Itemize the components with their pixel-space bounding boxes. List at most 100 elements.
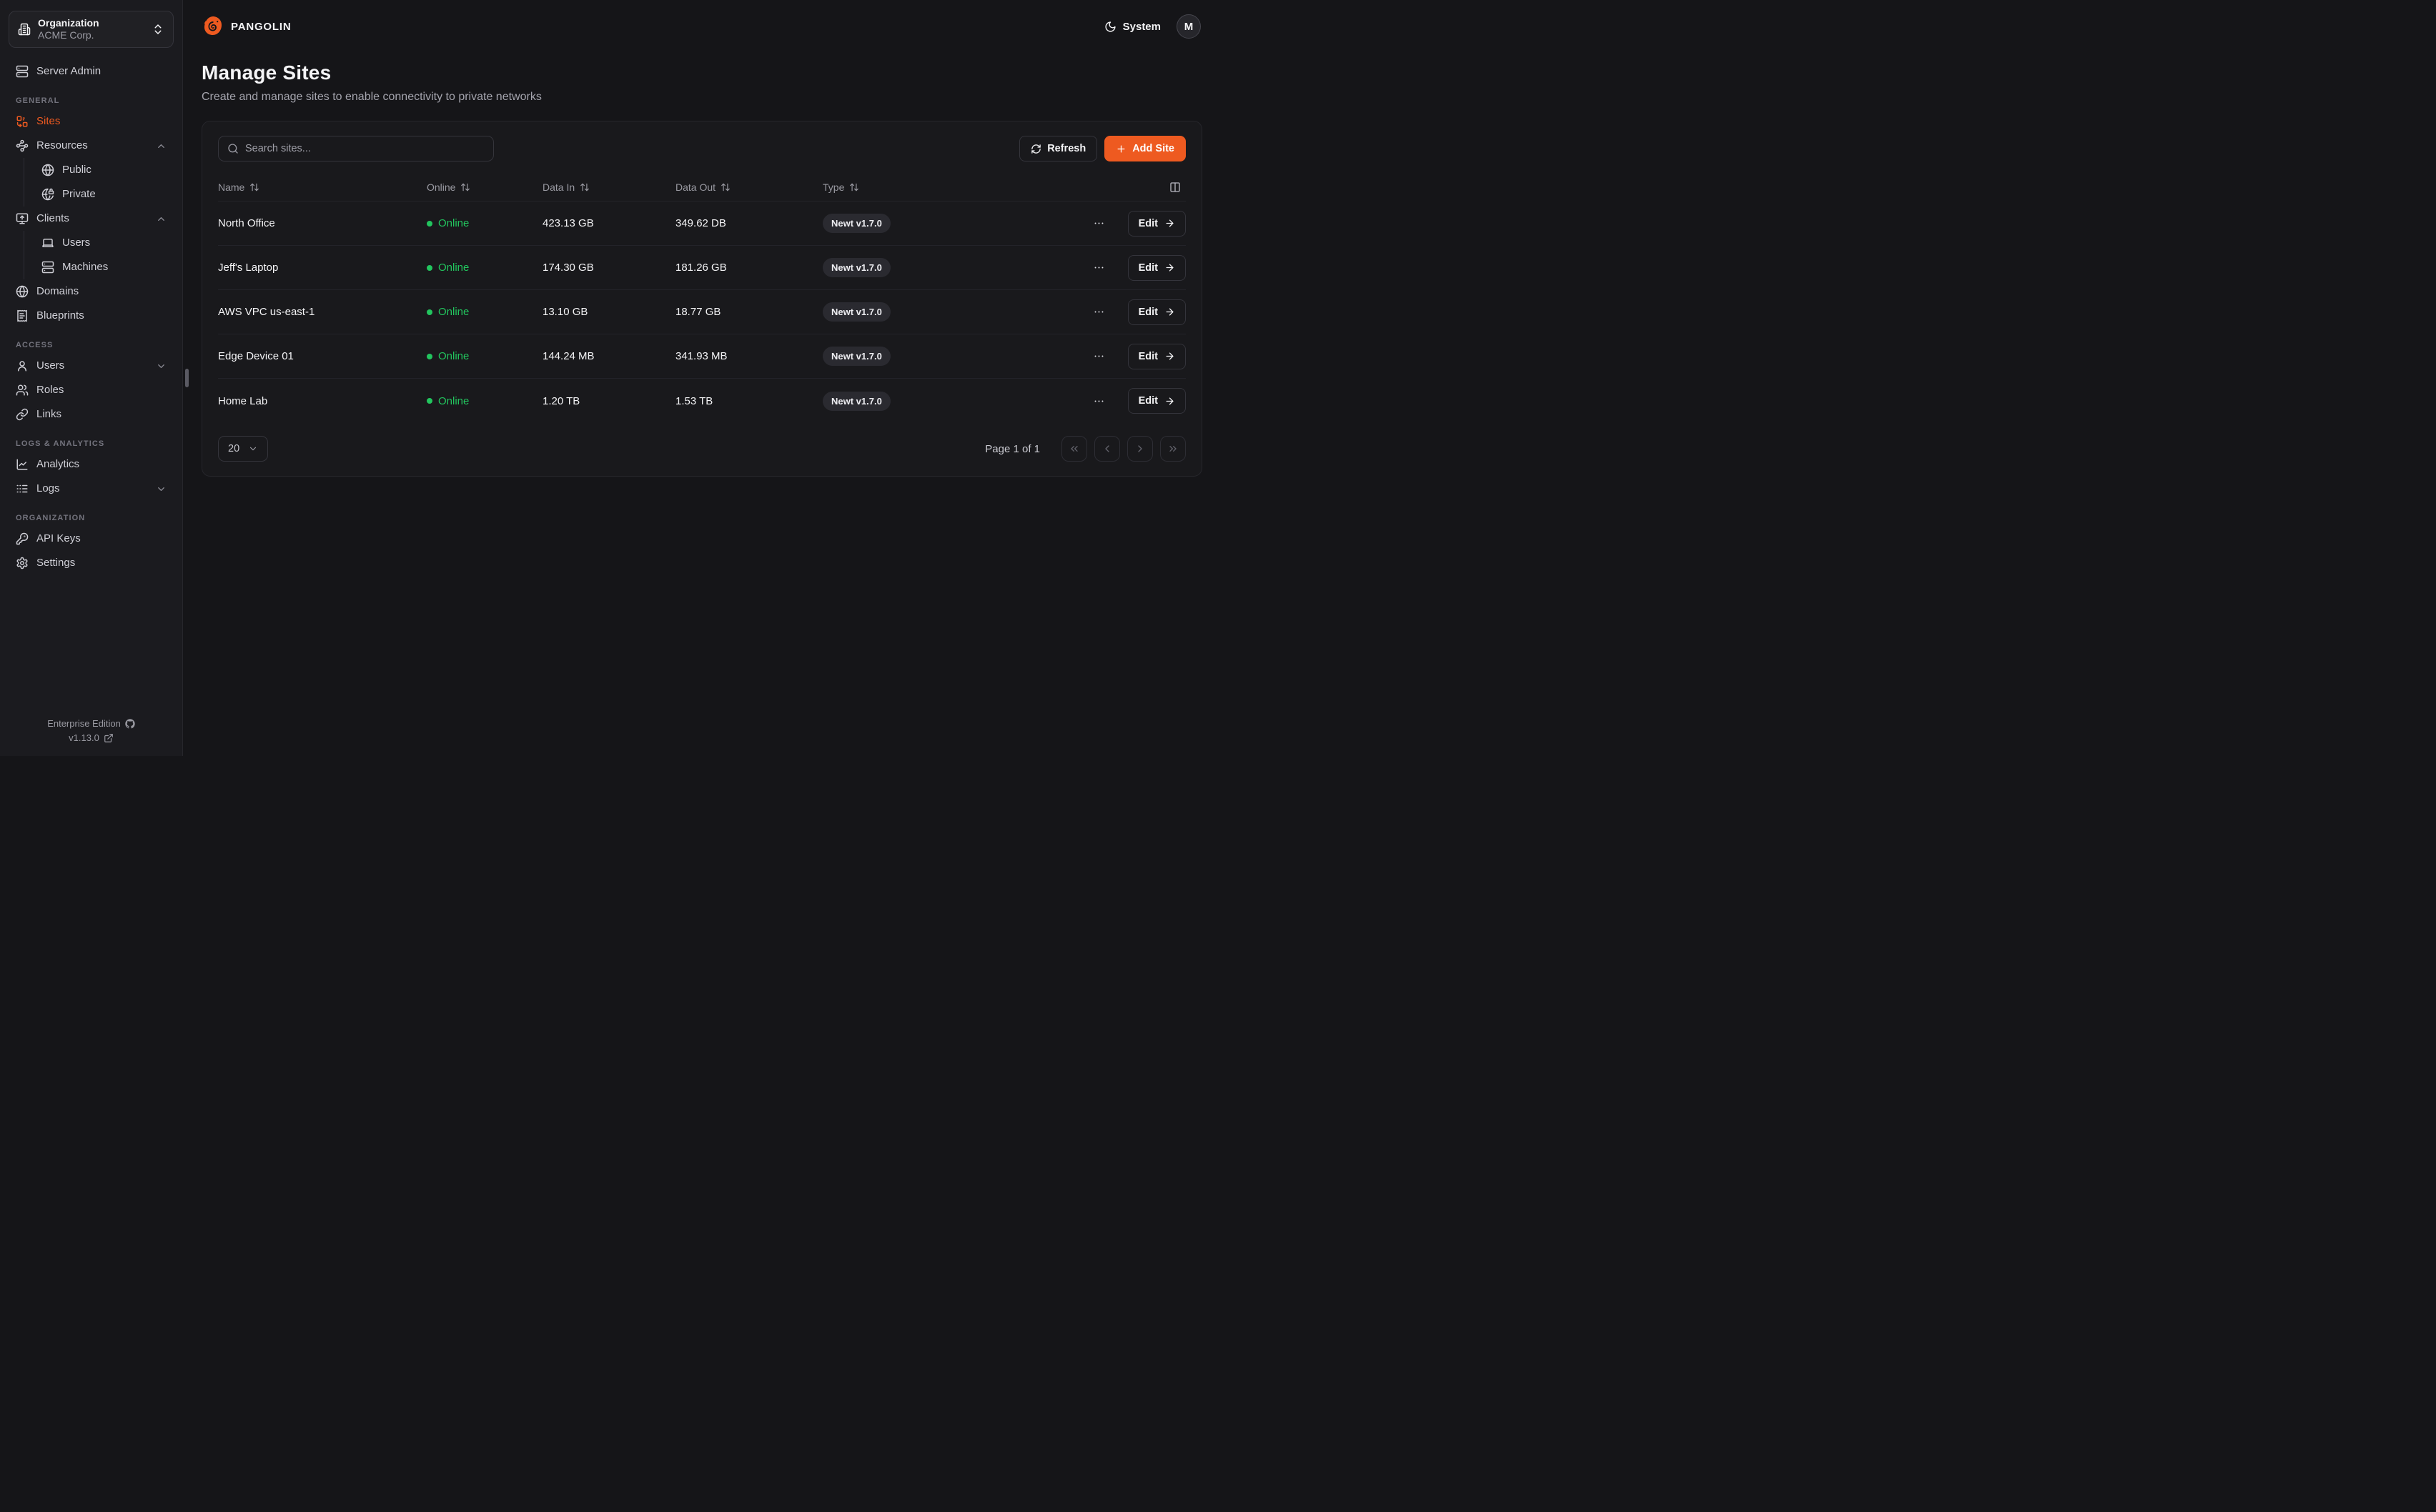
column-visibility-button[interactable] [1164,176,1186,198]
column-header-name[interactable]: Name [218,181,427,193]
laptop-icon [42,239,54,248]
sidebar-item-label: Roles [36,384,64,396]
waypoints-icon [16,139,29,152]
sidebar-item-private[interactable]: Private [36,182,174,207]
sidebar-resize-handle[interactable] [185,369,189,387]
last-page-button[interactable] [1160,436,1186,462]
row-menu-button[interactable] [1089,214,1109,234]
sidebar-item-label: Users [36,359,65,372]
row-actions: Edit [1050,254,1186,281]
edit-label: Edit [1138,395,1158,407]
site-status: Online [427,262,543,274]
sidebar-item-blueprints[interactable]: Blueprints [9,304,174,328]
column-header-type[interactable]: Type [823,181,1050,193]
sidebar-item-server-admin[interactable]: Server Admin [9,59,174,84]
column-header-data-in[interactable]: Data In [543,181,675,193]
sort-icon [580,183,589,191]
row-menu-button[interactable] [1089,347,1109,367]
edition-line[interactable]: Enterprise Edition [47,718,135,729]
sort-icon [850,183,859,191]
sidebar-item-resources[interactable]: Resources [9,134,174,158]
status-label: Online [438,350,470,362]
page-size-select[interactable]: 20 [218,436,269,462]
sidebar-item-domains[interactable]: Domains [9,279,174,304]
building-icon [18,23,31,36]
sidebar-item-label: Users [62,237,91,249]
table-row[interactable]: Edge Device 01 Online 144.24 MB 341.93 M… [218,334,1186,379]
row-actions: Edit [1050,210,1186,237]
edit-label: Edit [1138,262,1158,274]
sidebar-item-public[interactable]: Public [36,158,174,182]
version-line[interactable]: v1.13.0 [69,732,114,743]
monitor-up-icon [16,213,29,224]
sidebar-item-analytics[interactable]: Analytics [9,452,174,477]
clients-subgroup: Users Machines [24,231,174,279]
sort-icon [250,183,259,191]
chevron-down-icon [158,364,164,368]
sidebar-section-access: ACCESS [16,341,54,349]
edit-button[interactable]: Edit [1127,299,1186,325]
row-menu-button[interactable] [1089,302,1109,322]
table-row[interactable]: AWS VPC us-east-1 Online 13.10 GB 18.77 … [218,290,1186,334]
edit-button[interactable]: Edit [1127,343,1186,369]
sidebar-section-general: GENERAL [16,96,60,105]
next-page-button[interactable] [1127,436,1153,462]
sidebar-item-client-users[interactable]: Users [36,231,174,255]
edit-button[interactable]: Edit [1127,210,1186,237]
pangolin-logo-icon [204,16,222,35]
user-avatar[interactable]: M [1177,14,1201,39]
top-actions: System M [1104,14,1201,39]
search-input[interactable] [245,143,485,154]
site-status: Online [427,395,543,407]
sidebar-item-logs[interactable]: Logs [9,477,174,501]
column-header-online[interactable]: Online [427,181,543,193]
arrow-right-icon [1166,308,1174,316]
sidebar-item-users[interactable]: Users [9,354,174,378]
globe-lock-icon [41,188,54,201]
chevrons-up-down-icon [154,24,162,34]
previous-page-button[interactable] [1094,436,1120,462]
theme-toggle[interactable]: System [1104,21,1161,33]
site-data-out: 1.53 TB [675,394,713,407]
page-title: Manage Sites [202,61,332,84]
chevrons-left-icon [1071,446,1078,452]
edit-button[interactable]: Edit [1127,254,1186,281]
sidebar-item-machines[interactable]: Machines [36,255,174,279]
site-data-in: 423.13 GB [543,217,594,229]
ellipsis-icon [1094,400,1104,402]
table-body: North Office Online 423.13 GB 349.62 DB … [218,202,1186,423]
sidebar-item-roles[interactable]: Roles [9,378,174,402]
sidebar-section-logs-analytics: LOGS & ANALYTICS [16,439,105,448]
sidebar-item-sites[interactable]: Sites [9,109,174,134]
avatar-initial: M [1184,20,1194,33]
table-row[interactable]: Jeff's Laptop Online 174.30 GB 181.26 GB… [218,246,1186,290]
plus-icon [1117,145,1125,152]
pager-buttons [1061,436,1186,462]
table-row[interactable]: North Office Online 423.13 GB 349.62 DB … [218,202,1186,246]
sidebar-item-settings[interactable]: Settings [9,551,174,575]
sites-card: Refresh Add Site Name Online [202,121,1202,477]
site-data-in: 144.24 MB [543,350,595,362]
organization-selector[interactable]: Organization ACME Corp. [9,11,174,48]
sidebar-item-api-keys[interactable]: API Keys [9,527,174,551]
edit-button[interactable]: Edit [1127,388,1186,414]
columns-icon [1170,181,1180,192]
organization-text: Organization ACME Corp. [38,17,144,41]
refresh-button[interactable]: Refresh [1019,136,1098,161]
row-menu-button[interactable] [1089,391,1109,411]
sidebar-item-clients[interactable]: Clients [9,207,174,231]
sidebar-item-label: Settings [36,557,76,569]
row-menu-button[interactable] [1089,258,1109,278]
site-type: Newt v1.7.0 [823,347,1050,366]
column-header-data-out[interactable]: Data Out [675,181,823,193]
ellipsis-icon [1094,222,1104,224]
table-row[interactable]: Home Lab Online 1.20 TB 1.53 TB Newt v1.… [218,379,1186,423]
first-page-button[interactable] [1061,436,1087,462]
page-subtitle: Create and manage sites to enable connec… [202,91,542,103]
sidebar-item-links[interactable]: Links [9,402,174,427]
site-type: Newt v1.7.0 [823,302,1050,322]
sidebar-item-label: Resources [36,139,88,151]
brand-logo[interactable]: PANGOLIN [202,15,291,38]
add-site-button[interactable]: Add Site [1104,136,1186,161]
chart-line-icon [16,459,28,470]
